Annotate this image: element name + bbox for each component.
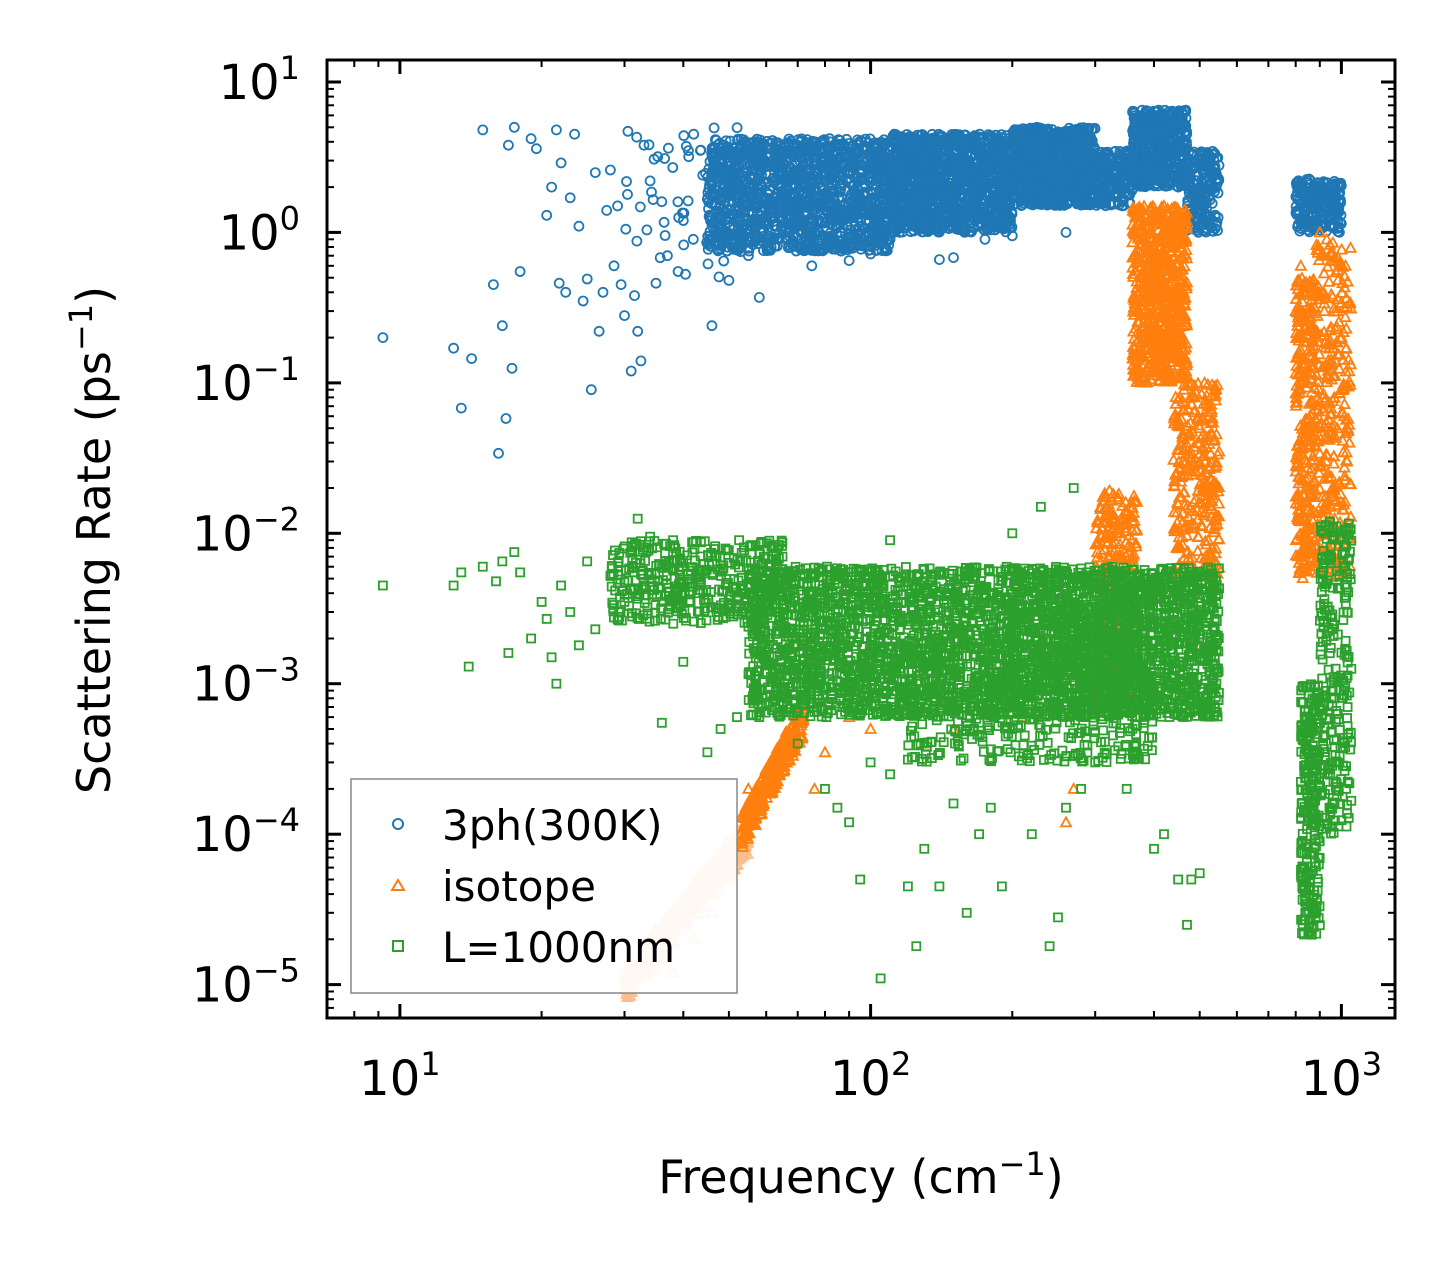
- data-point: [678, 130, 690, 142]
- data-point: [659, 230, 671, 241]
- data-point: [682, 195, 694, 207]
- data-point: [643, 139, 655, 151]
- data-point: [683, 151, 695, 163]
- data-point: [658, 216, 670, 228]
- data-point: [654, 252, 666, 264]
- data-point: [634, 201, 646, 213]
- data-point: [702, 258, 714, 270]
- series-0: [377, 104, 1347, 459]
- data-point: [695, 144, 707, 156]
- data-point: [641, 224, 653, 236]
- data-point: [620, 223, 632, 235]
- data-point: [678, 239, 690, 251]
- data-point: [688, 128, 700, 140]
- data-point: [713, 271, 725, 283]
- data-point: [621, 176, 632, 187]
- data-point: [622, 188, 633, 200]
- data-point: [672, 196, 684, 208]
- plot-area: [377, 104, 1358, 1002]
- data-point: [631, 235, 643, 247]
- data-point: [718, 255, 730, 267]
- data-point: [731, 122, 743, 134]
- data-point: [646, 186, 657, 198]
- data-point: [663, 142, 674, 154]
- data-point: [659, 153, 670, 164]
- data-point: [652, 151, 664, 163]
- data-point: [677, 207, 688, 219]
- data-point: [708, 122, 720, 134]
- data-point: [631, 131, 643, 143]
